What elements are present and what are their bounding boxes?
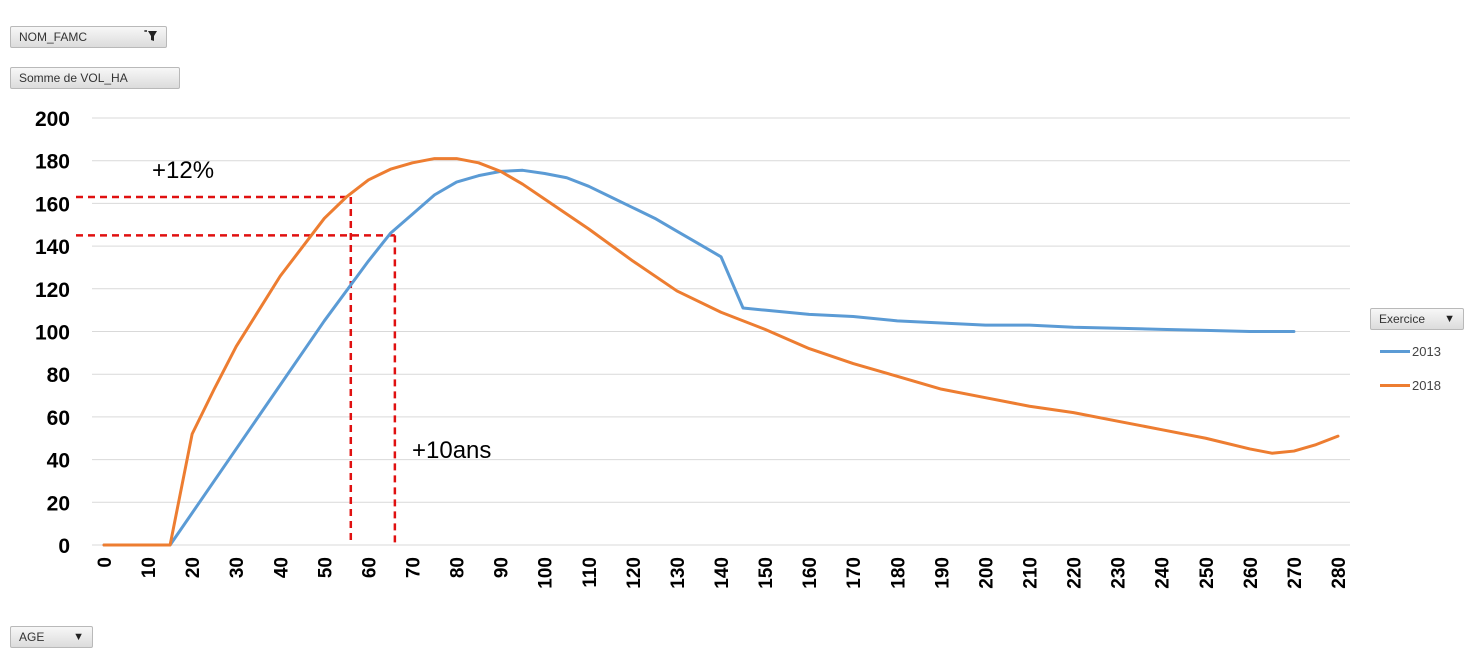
x-tick-label: 60 [359,557,380,578]
legend-field-button[interactable]: Exercice ▼ [1370,308,1464,330]
x-tick-label: 260 [1241,557,1262,589]
legend-item-2018: 2018 [1380,378,1441,393]
x-tick-label: 280 [1329,557,1350,589]
x-tick-label: 200 [976,557,997,589]
x-axis-ticks: 0 10 20 30 40 50 60 70 80 90 100 110 120 130 140 150 160… [95,557,1350,589]
x-tick-label: 190 [932,557,953,589]
filter-field-button[interactable]: NOM_FAMC [10,26,167,48]
x-tick-label: 0 [95,557,116,568]
legend: Exercice ▼ 2013 2018 [1370,308,1464,393]
x-tick-label: 80 [448,557,469,578]
y-tick-label: 0 [58,535,70,558]
x-tick-label: 240 [1153,557,1174,589]
x-tick-label: 180 [888,557,909,589]
dropdown-arrow-icon[interactable]: ▼ [73,631,84,643]
x-tick-label: 270 [1285,557,1306,589]
x-tick-label: 110 [580,557,601,588]
x-tick-label: 250 [1197,557,1218,589]
x-tick-label: 130 [668,557,689,589]
axis-field-label: AGE [19,630,45,644]
gridlines [92,117,1350,546]
x-tick-label: 210 [1021,557,1042,589]
legend-label-2018: 2018 [1412,378,1441,393]
y-tick-label: 120 [35,279,70,302]
x-tick-label: 100 [536,557,557,589]
legend-swatch-2013 [1380,350,1410,353]
y-tick-label: 160 [35,193,70,216]
axis-field-button[interactable]: AGE ▼ [10,626,93,648]
y-tick-label: 100 [35,322,70,345]
y-tick-label: 40 [47,450,70,473]
y-tick-label: 180 [35,151,70,174]
filter-icon[interactable] [144,29,158,45]
x-tick-label: 70 [404,557,425,578]
x-tick-label: 30 [227,557,248,578]
y-tick-label: 20 [47,492,70,515]
x-tick-label: 230 [1109,557,1130,589]
series-line-2018 [102,157,1340,547]
x-tick-label: 10 [139,557,160,578]
series-line-2013 [102,168,1296,547]
y-axis-ticks: 0 20 40 60 80 100 120 140 160 180 200 [35,108,70,558]
x-tick-label: 160 [800,557,821,589]
value-field-button[interactable]: Somme de VOL_HA [10,67,180,89]
annotation-plus-12-percent: +12% [152,157,214,184]
series-lines [102,157,1340,547]
legend-label-2013: 2013 [1412,344,1441,359]
x-tick-label: 220 [1065,557,1086,589]
x-tick-label: 140 [712,557,733,589]
legend-item-2013: 2013 [1380,344,1441,359]
legend-field-label: Exercice [1379,312,1426,326]
x-tick-label: 90 [492,557,513,578]
value-field-label: Somme de VOL_HA [19,71,128,85]
y-tick-label: 80 [47,364,70,387]
x-tick-label: 170 [844,557,865,589]
x-tick-label: 120 [624,557,645,589]
reference-lines [76,195,397,545]
x-tick-label: 50 [315,557,336,578]
x-tick-label: 40 [271,557,292,578]
y-tick-label: 140 [35,236,70,259]
annotation-plus-10-years: +10ans [412,437,491,464]
legend-swatch-2018 [1380,384,1410,387]
x-tick-label: 20 [183,557,204,578]
dropdown-arrow-icon[interactable]: ▼ [1444,313,1455,325]
filter-field-label: NOM_FAMC [19,30,88,44]
y-tick-label: 60 [47,407,70,430]
y-tick-label: 200 [35,108,70,131]
x-tick-label: 150 [756,557,777,589]
